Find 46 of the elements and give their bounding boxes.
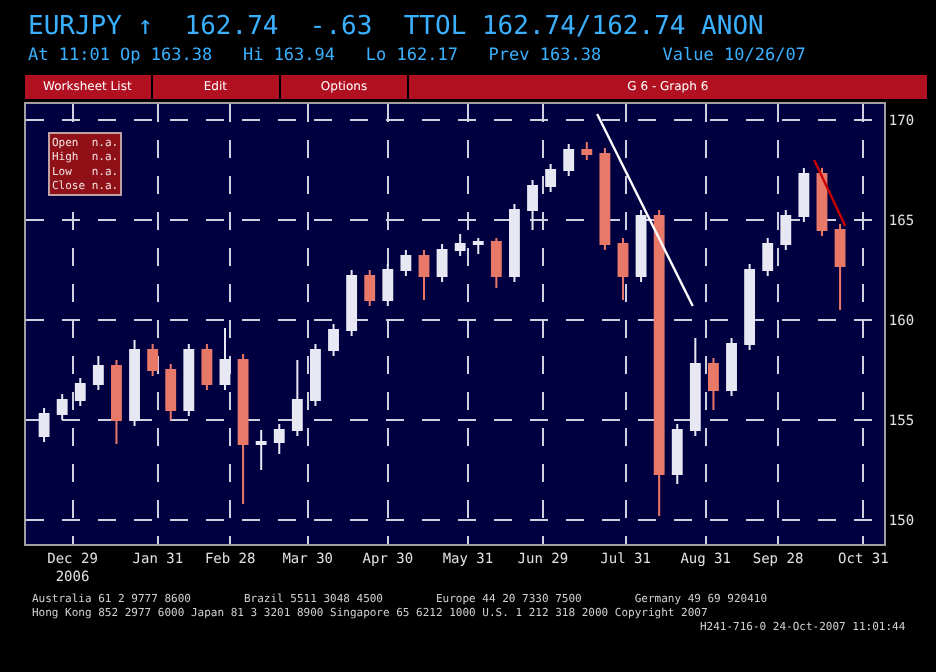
candlestick bbox=[310, 343, 321, 407]
candlestick bbox=[798, 167, 810, 223]
candlestick bbox=[328, 323, 339, 357]
candlestick bbox=[762, 237, 774, 277]
candlestick bbox=[237, 353, 249, 505]
candlestick bbox=[74, 377, 86, 407]
candlestick bbox=[653, 209, 665, 517]
candlestick bbox=[183, 343, 195, 417]
candlestick bbox=[364, 269, 376, 307]
candlestick bbox=[744, 263, 756, 351]
candlestick bbox=[111, 359, 122, 445]
candlestick bbox=[527, 179, 538, 231]
candlestick bbox=[255, 429, 267, 471]
candlestick bbox=[563, 143, 575, 177]
candlestick bbox=[436, 243, 448, 283]
candlestick bbox=[617, 237, 629, 301]
candlestick bbox=[599, 147, 611, 251]
candlestick bbox=[780, 209, 792, 251]
candlestick bbox=[418, 249, 430, 301]
candlestick bbox=[490, 237, 502, 289]
candlestick bbox=[708, 357, 719, 411]
chart-subtitle: At 11:01 Op 163.38 Hi 163.94 Lo 162.17 Prev 163.38 Value 10/26/07 bbox=[28, 46, 806, 66]
candlestick bbox=[671, 423, 683, 485]
candlestick bbox=[201, 343, 213, 391]
candlestick bbox=[834, 223, 846, 311]
candlestick bbox=[219, 327, 231, 391]
candlestick bbox=[472, 237, 484, 255]
candlestick bbox=[129, 339, 140, 427]
candlestick bbox=[382, 263, 394, 307]
candlestick bbox=[545, 163, 557, 193]
candlestick bbox=[273, 423, 285, 455]
candlestick bbox=[454, 233, 466, 257]
chart-title: EURJPY ↑ 162.74 -.63 TTOL 162.74/162.74 ANON bbox=[28, 12, 764, 42]
candlestick bbox=[56, 393, 68, 421]
candlestick bbox=[346, 269, 358, 337]
candlestick bbox=[92, 355, 104, 391]
candlestick bbox=[581, 141, 593, 161]
candlestick bbox=[726, 337, 737, 397]
candlestick bbox=[689, 337, 701, 437]
candlestick bbox=[400, 249, 412, 277]
candlestick bbox=[291, 359, 303, 437]
candlestick bbox=[165, 363, 177, 421]
candlestick bbox=[635, 209, 647, 283]
candlestick bbox=[509, 203, 520, 283]
candlestick bbox=[38, 407, 50, 443]
candlestick bbox=[147, 343, 159, 377]
